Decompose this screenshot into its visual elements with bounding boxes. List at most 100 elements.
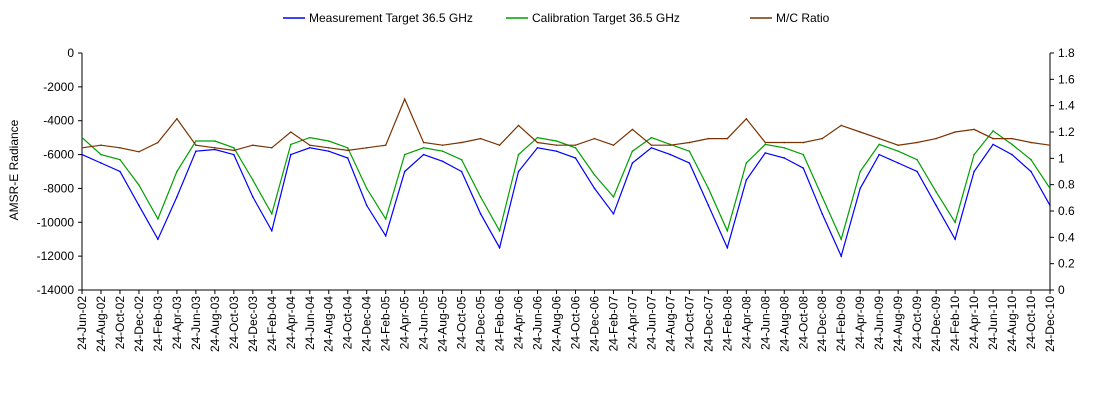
data-point	[1049, 187, 1051, 190]
x-tick-label: 24-Jun-08	[758, 296, 772, 350]
data-point	[821, 137, 824, 140]
data-point	[479, 213, 482, 215]
data-point	[176, 118, 178, 120]
data-point	[916, 158, 918, 161]
data-point	[157, 141, 159, 144]
x-tick-label: 24-Apr-03	[170, 296, 184, 350]
data-point	[138, 150, 140, 153]
x-tick-label: 24-Dec-07	[701, 296, 715, 352]
data-point	[897, 144, 899, 146]
data-point	[195, 140, 197, 142]
x-tick-label: 24-Apr-10	[967, 296, 981, 350]
data-point	[650, 147, 653, 149]
y2-tick-label: 0	[1058, 283, 1065, 297]
data-point	[935, 204, 937, 207]
data-point	[460, 158, 463, 161]
data-point	[745, 118, 748, 120]
data-point	[214, 140, 216, 142]
y2-tick-label: 1.6	[1058, 72, 1075, 86]
data-point	[707, 204, 710, 207]
legend-label: Measurement Target 36.5 GHz	[309, 11, 473, 25]
x-tick-label: 24-Apr-09	[853, 296, 867, 350]
data-point	[840, 238, 843, 241]
data-point	[195, 144, 197, 146]
data-point	[233, 149, 235, 152]
x-tick-label: 24-Aug-03	[208, 296, 222, 352]
data-point	[460, 141, 463, 144]
x-tick-label: 24-Dec-10	[1043, 296, 1057, 352]
data-point	[631, 162, 634, 164]
data-point	[119, 158, 121, 161]
data-point	[935, 191, 937, 193]
data-point	[157, 238, 159, 241]
data-point	[745, 179, 748, 181]
y-tick-label: -12000	[37, 249, 75, 263]
data-point	[384, 144, 387, 146]
data-point	[650, 144, 653, 146]
data-point	[555, 150, 558, 152]
data-point	[574, 144, 577, 146]
data-point	[688, 162, 691, 164]
data-point	[1030, 141, 1032, 144]
x-tick-label: 24-Aug-04	[322, 296, 336, 352]
data-point	[81, 147, 83, 149]
data-point	[650, 136, 653, 139]
data-point	[157, 218, 159, 220]
data-point	[308, 136, 311, 139]
data-point	[100, 144, 102, 146]
y2-tick-label: 1.2	[1058, 125, 1075, 139]
data-point	[403, 170, 406, 173]
data-point	[346, 147, 349, 149]
data-point	[422, 141, 425, 144]
data-point	[327, 150, 330, 152]
data-point	[460, 170, 463, 173]
x-tick-label: 24-Jun-03	[189, 296, 203, 350]
data-point	[631, 128, 634, 131]
data-point	[992, 143, 994, 146]
data-point	[764, 152, 767, 154]
y2-tick-label: 0.4	[1058, 230, 1075, 244]
x-tick-label: 24-Jun-02	[75, 296, 89, 350]
data-point	[954, 131, 956, 133]
data-point	[726, 246, 729, 249]
data-point	[954, 221, 956, 224]
data-point	[176, 196, 178, 198]
data-point	[479, 137, 482, 140]
data-point	[271, 213, 273, 215]
data-point	[498, 229, 501, 232]
data-point	[973, 170, 975, 173]
legend-label: M/C Ratio	[776, 11, 830, 25]
data-point	[897, 162, 899, 164]
y2-tick-label: 1	[1058, 151, 1065, 165]
x-tick-label: 24-Oct-08	[796, 296, 810, 350]
series-0	[81, 143, 1051, 258]
data-point	[897, 150, 899, 152]
x-tick-label: 24-Feb-06	[493, 296, 507, 352]
data-point	[365, 187, 368, 190]
x-tick-label: 24-Dec-08	[815, 296, 829, 352]
x-tick-label: 24-Dec-02	[132, 296, 146, 352]
data-point	[688, 150, 691, 152]
data-point	[878, 137, 880, 140]
data-point	[536, 141, 539, 144]
y-tick-label: -10000	[37, 215, 75, 229]
data-point	[119, 147, 121, 149]
y-tick-label: -6000	[43, 148, 74, 162]
x-tick-label: 24-Oct-02	[113, 296, 127, 350]
data-point	[308, 147, 311, 149]
y-tick-label: -2000	[43, 80, 74, 94]
data-point	[726, 137, 729, 140]
x-tick-label: 24-Aug-06	[550, 296, 564, 352]
x-tick-label: 24-Jun-09	[872, 296, 886, 350]
data-point	[365, 204, 368, 207]
data-point	[916, 141, 918, 144]
data-point	[1011, 143, 1013, 146]
data-point	[403, 153, 406, 156]
data-point	[441, 144, 444, 146]
data-point	[612, 144, 615, 146]
x-tick-label: 24-Oct-03	[227, 296, 241, 350]
data-point	[536, 147, 539, 149]
data-point	[119, 170, 121, 173]
data-point	[992, 130, 994, 132]
